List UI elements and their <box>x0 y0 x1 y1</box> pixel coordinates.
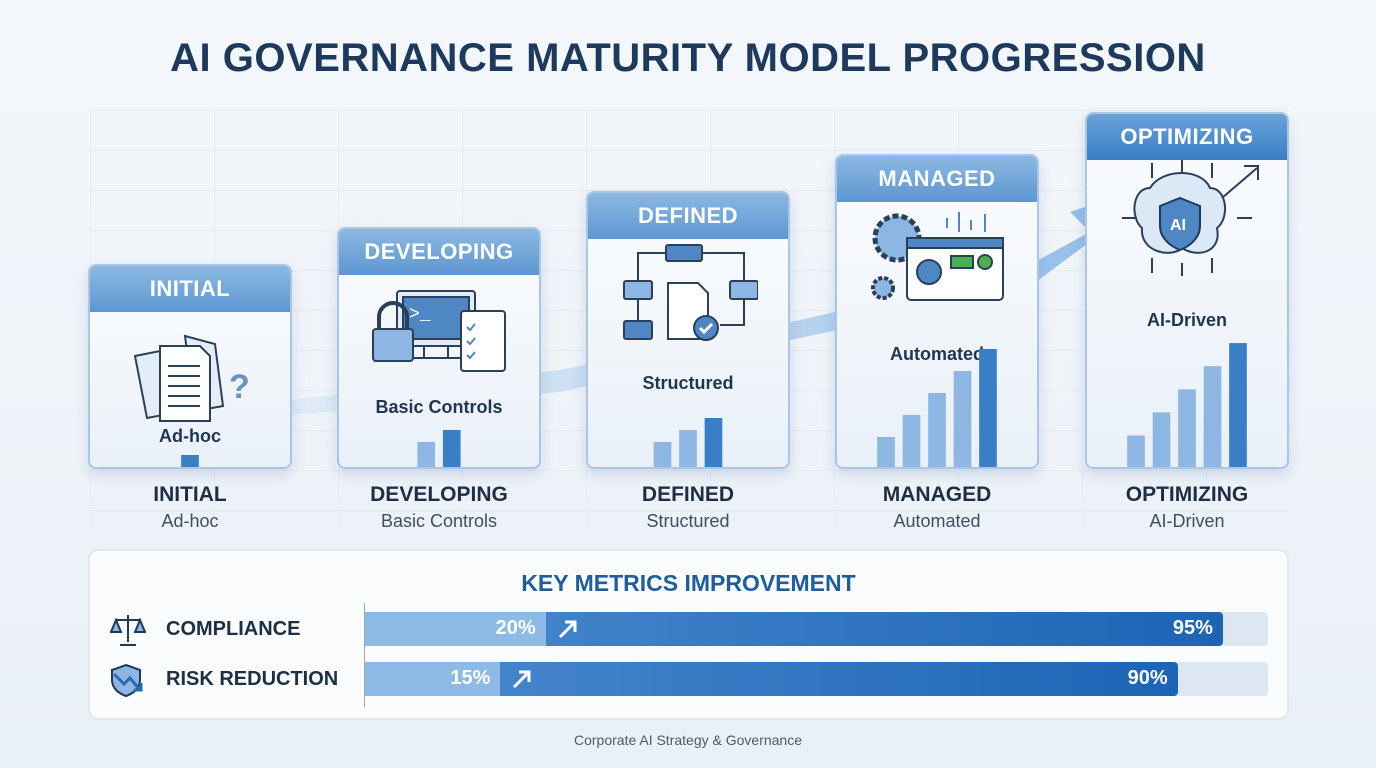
metric-end-value: 95% <box>1172 617 1213 639</box>
key-metrics-panel: KEY METRICS IMPROVEMENT COMPLIANCE 20% 9… <box>88 549 1289 720</box>
stage-label-title: MANAGED <box>882 483 992 506</box>
arrow-up-right-icon <box>558 620 577 639</box>
mini-bar-chart <box>877 349 997 467</box>
mini-bar <box>1127 435 1145 467</box>
mini-bar <box>902 415 921 467</box>
divider <box>364 603 365 707</box>
process-flow-document-icon <box>588 243 788 343</box>
metric-name: COMPLIANCE <box>166 618 301 640</box>
page-title: AI GOVERNANCE MATURITY MODEL PROGRESSION <box>170 36 1206 80</box>
mini-bar <box>1203 366 1222 467</box>
mini-bar <box>1152 412 1171 467</box>
scales-icon <box>109 612 147 653</box>
stage-card-caption: Structured <box>642 373 734 393</box>
mini-bar-chart <box>653 418 723 467</box>
metric-end-fill <box>365 662 1178 696</box>
stage-card-developing: DEVELOPING >_ Basic Controls <box>337 227 541 469</box>
mini-bar <box>442 430 461 467</box>
metric-start-fill <box>365 662 501 696</box>
stage-card-header: INITIAL <box>90 266 290 312</box>
metric-progress-track: 20% 95% <box>365 612 1268 646</box>
footer-text: Corporate AI Strategy & Governance <box>573 732 802 748</box>
metric-row-compliance: COMPLIANCE 20% 95% <box>109 612 1270 646</box>
mini-bar <box>1229 343 1247 467</box>
arrow-up-right-icon <box>513 670 531 689</box>
mini-bar <box>181 455 199 467</box>
mini-bar <box>877 437 895 467</box>
stage-label: DEVELOPING Basic Controls <box>337 483 541 532</box>
mini-bar-chart <box>417 430 461 467</box>
mini-bar <box>1178 389 1196 467</box>
mini-bar <box>979 349 997 467</box>
mini-bar <box>928 393 946 467</box>
stage-card-caption: Basic Controls <box>375 397 503 417</box>
mini-bar <box>679 430 697 467</box>
metric-start-fill <box>365 612 546 646</box>
stage-card-optimizing: OPTIMIZING AI AI-Driven <box>1085 112 1289 469</box>
stage-label-title: INITIAL <box>153 483 227 506</box>
svg-text:?: ? <box>229 368 250 406</box>
metric-start-value: 15% <box>450 667 491 689</box>
lock-monitor-checklist-icon: >_ <box>339 289 539 374</box>
svg-text:>_: >_ <box>409 305 431 325</box>
stage-card-defined: DEFINED Structured <box>586 191 790 469</box>
stage-card-caption: Automated <box>890 344 984 364</box>
stage-label-title: DEFINED <box>641 483 735 506</box>
stage-card-caption: Ad-hoc <box>159 426 221 446</box>
ai-brain-shield-icon: AI <box>1087 158 1287 278</box>
stage-card-managed: MANAGED Automated <box>835 154 1039 469</box>
stage-label-title: OPTIMIZING <box>1125 483 1249 506</box>
stage-label-subtitle: Basic Controls <box>380 511 498 531</box>
metric-start-value: 20% <box>495 617 536 639</box>
metric-row-risk-reduction: RISK REDUCTION 15% 90% <box>110 662 1270 698</box>
svg-text:AI: AI <box>1170 217 1186 234</box>
stage-label-title: DEVELOPING <box>370 483 508 506</box>
metric-name: RISK REDUCTION <box>166 668 339 690</box>
shield-down-arrow-icon <box>110 662 146 703</box>
stage-label-subtitle: Automated <box>893 511 981 531</box>
stage-card-header: DEFINED <box>588 193 788 239</box>
stage-label: DEFINED Structured <box>586 483 790 532</box>
mini-bar <box>417 442 436 467</box>
stage-label-subtitle: Structured <box>646 511 730 531</box>
stage-card-initial: INITIAL ? Ad-hoc <box>88 264 292 469</box>
scattered-documents-question-icon: ? <box>90 326 290 426</box>
stage-label: OPTIMIZING AI-Driven <box>1085 483 1289 532</box>
stage-label: MANAGED Automated <box>835 483 1039 532</box>
stage-label-subtitle: Ad-hoc <box>161 511 219 531</box>
metric-end-value: 90% <box>1127 667 1168 689</box>
metrics-title: KEY METRICS IMPROVEMENT <box>521 570 856 596</box>
mini-bar <box>953 371 972 467</box>
stage-card-caption: AI-Driven <box>1146 310 1227 330</box>
mini-bar-chart <box>1127 343 1247 467</box>
metric-progress-track: 15% 90% <box>365 662 1268 696</box>
stage-card-header: DEVELOPING <box>339 229 539 275</box>
mini-bar <box>653 442 672 467</box>
stage-label-subtitle: AI-Driven <box>1149 511 1225 531</box>
stage-label: INITIAL Ad-hoc <box>88 483 292 532</box>
stage-card-header: OPTIMIZING <box>1087 114 1287 160</box>
stage-card-header: MANAGED <box>837 156 1037 202</box>
mini-bar-chart <box>181 455 199 467</box>
mini-bar <box>704 418 723 467</box>
gears-dashboard-icon <box>837 208 1037 308</box>
